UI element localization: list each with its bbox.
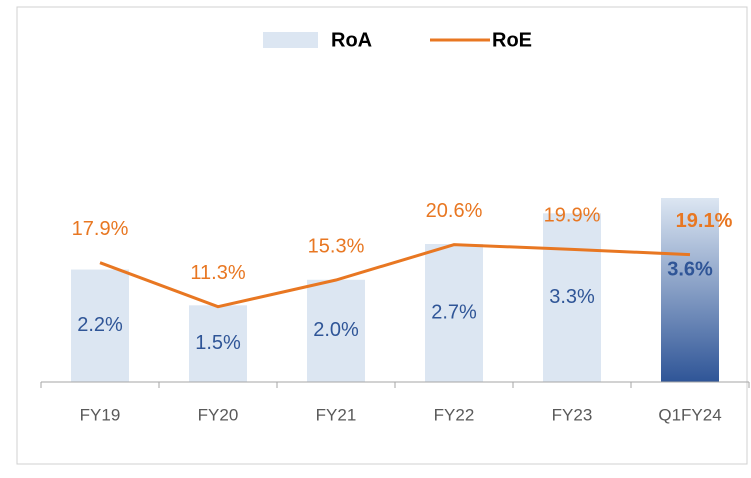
bar-value-label: 2.2% xyxy=(77,314,123,336)
line-value-label: 20.6% xyxy=(426,200,483,222)
x-tick-label: Q1FY24 xyxy=(658,405,721,424)
x-tick-label: FY22 xyxy=(434,405,475,424)
bar xyxy=(425,244,483,382)
line xyxy=(99,243,691,309)
x-tick-label: FY20 xyxy=(198,405,239,424)
bar xyxy=(71,269,129,382)
bar xyxy=(661,198,719,382)
line-value-label: 19.9% xyxy=(544,205,601,227)
x-tick-label: FY23 xyxy=(552,405,593,424)
line-value-label: 19.1% xyxy=(676,210,733,232)
x-tick-label: FY19 xyxy=(80,405,121,424)
bar-value-label: 2.7% xyxy=(431,301,477,323)
x-tick-label: FY21 xyxy=(316,405,357,424)
bar xyxy=(307,279,365,382)
legend-label: RoA xyxy=(331,29,372,51)
bar-value-label: 2.0% xyxy=(313,319,359,341)
line-value-label: 17.9% xyxy=(72,218,129,240)
line-value-label: 11.3% xyxy=(190,262,245,284)
line-value-label: 15.3% xyxy=(308,235,365,257)
legend-swatch xyxy=(263,32,318,48)
legend-label: RoE xyxy=(492,29,532,51)
bar-value-label: 3.3% xyxy=(549,286,595,308)
bar xyxy=(543,213,601,382)
bar-value-label: 3.6% xyxy=(667,258,713,280)
bar-value-label: 1.5% xyxy=(195,332,241,354)
chart-border xyxy=(16,6,748,465)
bar xyxy=(189,305,247,382)
